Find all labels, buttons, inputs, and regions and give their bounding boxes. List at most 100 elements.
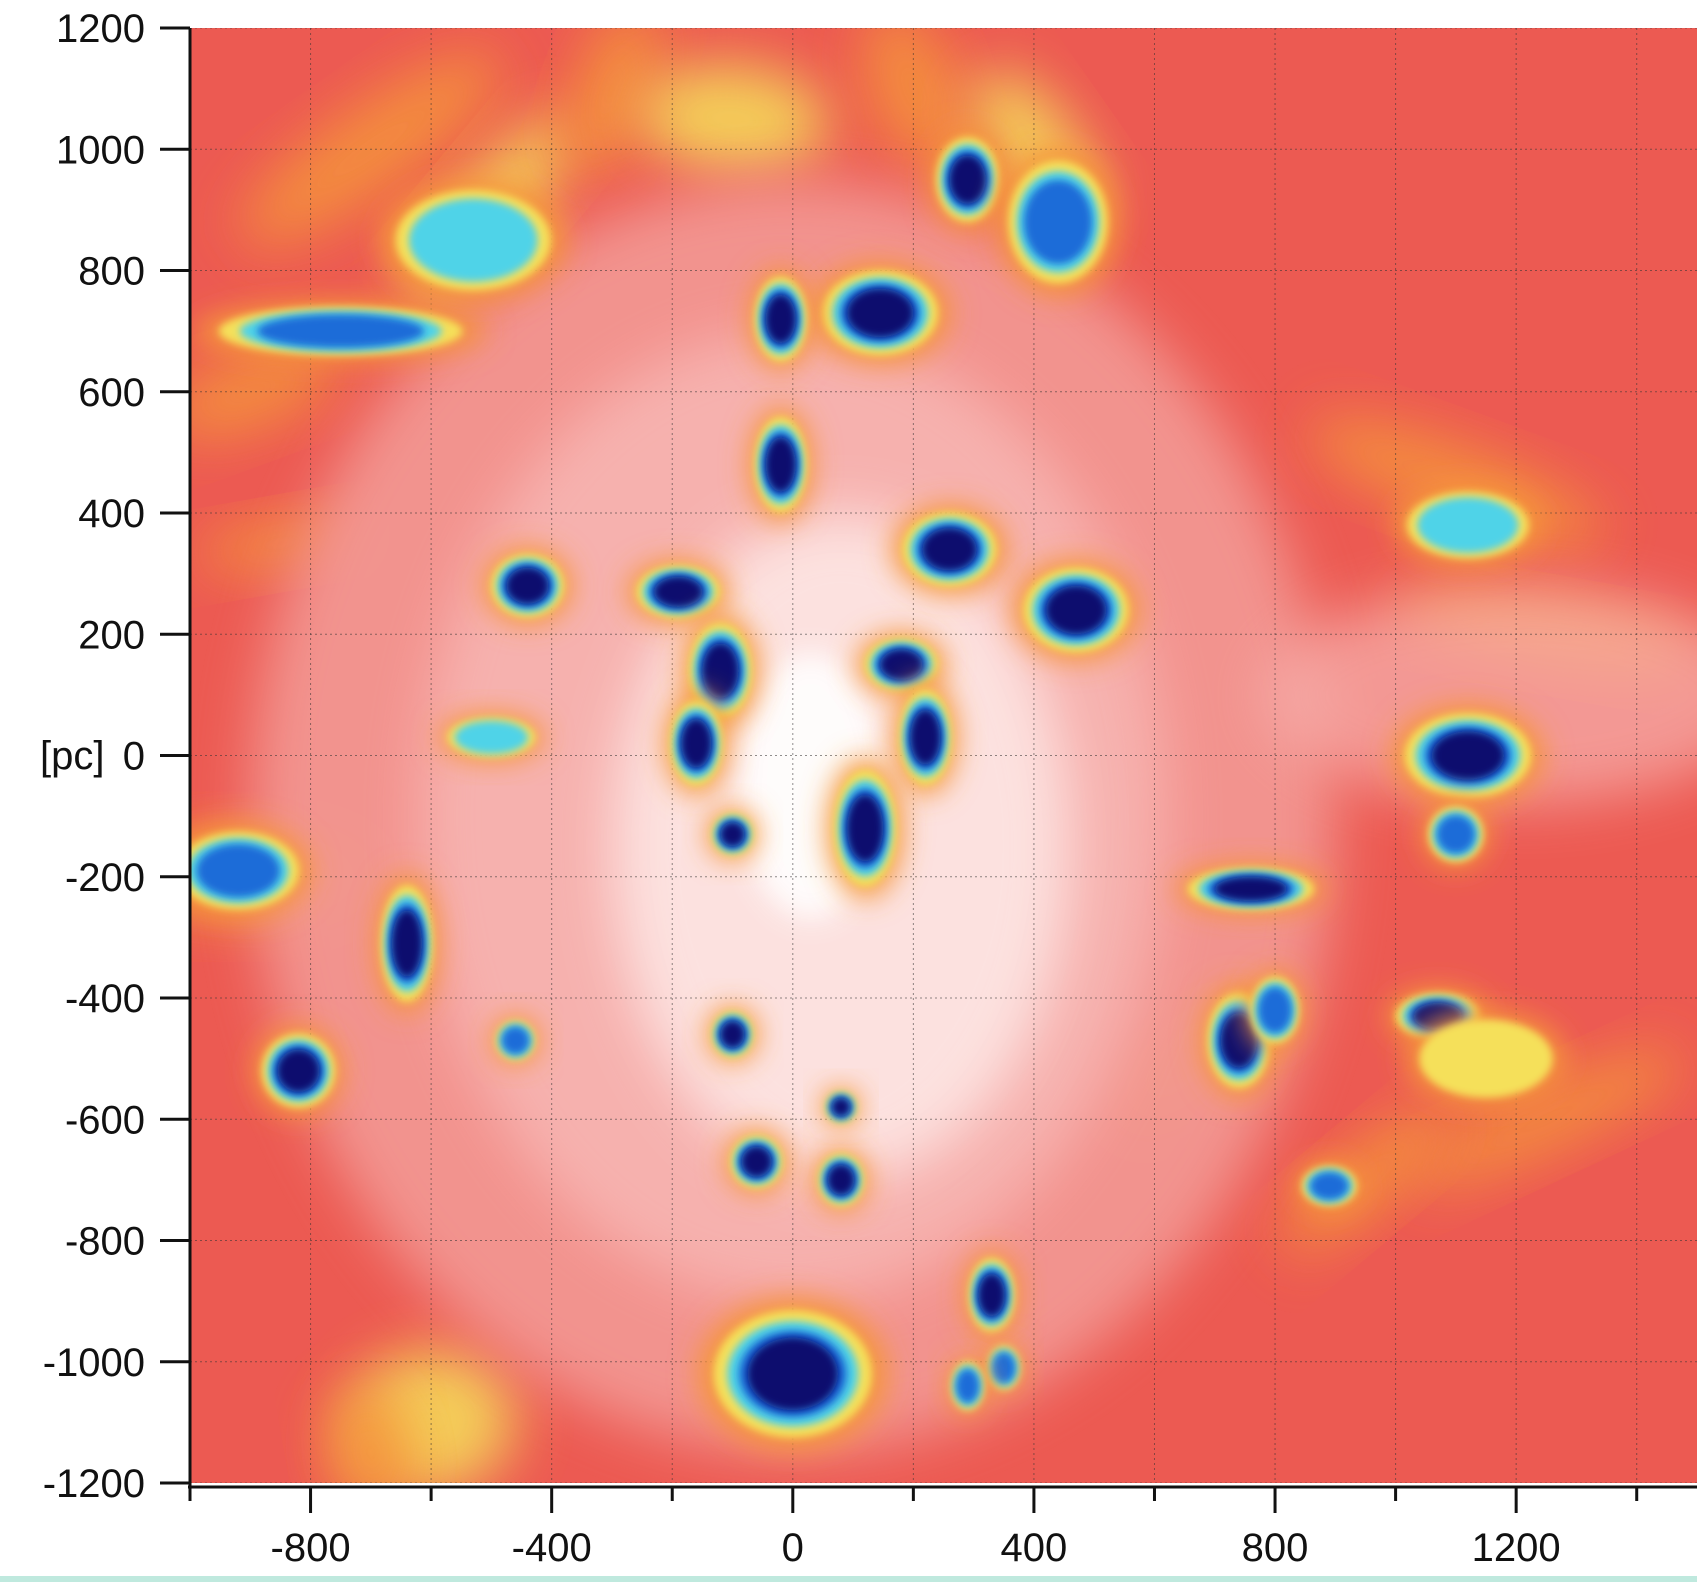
feature-contour: [654, 576, 703, 607]
feature-contour: [720, 822, 745, 847]
heatmap-feature: [1012, 559, 1140, 661]
background-streak: [565, 28, 659, 175]
feature-contour: [922, 528, 977, 571]
feature-contour: [1417, 497, 1519, 553]
y-tick-label: -600: [65, 1098, 145, 1142]
heatmap-feature: [1391, 704, 1544, 807]
feature-contour: [277, 1049, 320, 1092]
heatmap-feature: [827, 758, 904, 899]
feature-contour: [409, 198, 538, 282]
y-tick-label: -1200: [43, 1462, 145, 1506]
heatmap-feature: [190, 823, 312, 918]
heatmap-feature: [254, 1026, 343, 1116]
heatmap-feature: [707, 1006, 758, 1063]
heatmap-feature: [724, 1129, 789, 1194]
heatmap-feature: [1174, 863, 1327, 915]
y-tick-label: -1000: [43, 1341, 145, 1385]
heatmap-feature: [1296, 1161, 1363, 1210]
heatmap-feature: [194, 301, 487, 361]
heatmap-feature: [947, 1356, 988, 1416]
y-tick-label: 1200: [56, 7, 145, 51]
y-tick-label: -200: [65, 856, 145, 900]
heatmap-feature: [627, 559, 729, 624]
y-tick-label: 600: [78, 371, 145, 415]
feature-contour: [1419, 1019, 1553, 1098]
feature-contour: [1045, 585, 1107, 635]
heatmap-feature: [822, 1088, 861, 1127]
heatmap-feature: [1245, 970, 1305, 1051]
heatmap-feature: [749, 268, 813, 370]
y-tick-label: 0: [123, 735, 145, 779]
feature-contour: [1436, 815, 1475, 854]
y-unit-label: [pc]: [40, 734, 104, 778]
feature-contour: [956, 1369, 980, 1403]
y-tick-label: 1000: [56, 128, 145, 172]
feature-contour: [747, 1337, 839, 1411]
heatmap-feature: [707, 808, 758, 860]
feature-contour: [847, 794, 884, 862]
feature-contour: [949, 155, 986, 204]
x-tick-label: 400: [1001, 1526, 1068, 1570]
feature-contour: [501, 1026, 530, 1055]
y-tick-label: -400: [65, 977, 145, 1021]
background-right-band: [1263, 585, 1697, 804]
y-tick-label: -800: [65, 1220, 145, 1264]
heatmap-feature: [1394, 485, 1542, 566]
x-tick-label: -400: [512, 1526, 592, 1570]
feature-contour: [196, 843, 280, 898]
feature-contour: [978, 1273, 1005, 1317]
x-tick-label: -800: [271, 1526, 351, 1570]
heatmap-feature: [810, 262, 950, 364]
x-tick-label: 1200: [1472, 1526, 1561, 1570]
heatmap-feature: [749, 407, 813, 522]
feature-contour: [1023, 179, 1093, 265]
feature-contour: [506, 567, 549, 604]
heatmap-feature: [929, 128, 1006, 231]
feature-contour: [831, 1098, 851, 1117]
heatmap-feature: [697, 1297, 888, 1451]
heatmap-feature: [483, 547, 572, 624]
feature-contour: [391, 910, 423, 977]
feature-contour: [454, 720, 529, 754]
feature-contour: [1214, 876, 1288, 901]
heatmap-feature: [813, 1148, 869, 1212]
feature-contour: [827, 1164, 855, 1196]
feature-contour: [702, 643, 739, 698]
heatmap-feature: [892, 504, 1007, 594]
heatmap-feature: [438, 713, 545, 762]
heatmap-feature: [380, 180, 567, 301]
heatmap-feature: [1422, 800, 1490, 868]
y-tick-label: 800: [78, 250, 145, 294]
feature-contour: [741, 1146, 772, 1177]
background-streak: [327, 1386, 415, 1483]
background-streak: [635, 64, 830, 174]
bottom-strip: [0, 1576, 1697, 1582]
y-tick-label: 200: [78, 613, 145, 657]
heatmap-feature: [664, 692, 728, 795]
feature-contour: [1431, 731, 1505, 780]
heatmap-feature: [983, 1341, 1024, 1395]
feature-contour: [880, 649, 923, 680]
heatmap-feature: [893, 680, 958, 795]
feature-contour: [720, 1021, 745, 1048]
heatmap-feature: [1406, 1011, 1566, 1106]
feature-contour: [257, 314, 425, 348]
x-tick-label: 0: [782, 1526, 804, 1570]
feature-contour: [910, 710, 941, 765]
feature-contour: [1220, 1013, 1257, 1068]
background-streak: [1280, 1106, 1451, 1254]
feature-contour: [992, 1352, 1016, 1384]
heatmap-feature: [491, 1016, 540, 1065]
feature-contour: [847, 288, 914, 338]
feature-contour: [765, 437, 796, 492]
feature-contour: [1310, 1172, 1349, 1200]
x-tick-label: 800: [1242, 1526, 1309, 1570]
feature-contour: [765, 294, 796, 344]
heatmap-feature: [963, 1250, 1020, 1340]
feature-contour: [681, 719, 712, 768]
y-tick-label: 400: [78, 492, 145, 536]
feature-contour: [1258, 987, 1292, 1034]
heatmap-feature: [998, 148, 1118, 296]
heatmap-feature: [375, 873, 439, 1014]
